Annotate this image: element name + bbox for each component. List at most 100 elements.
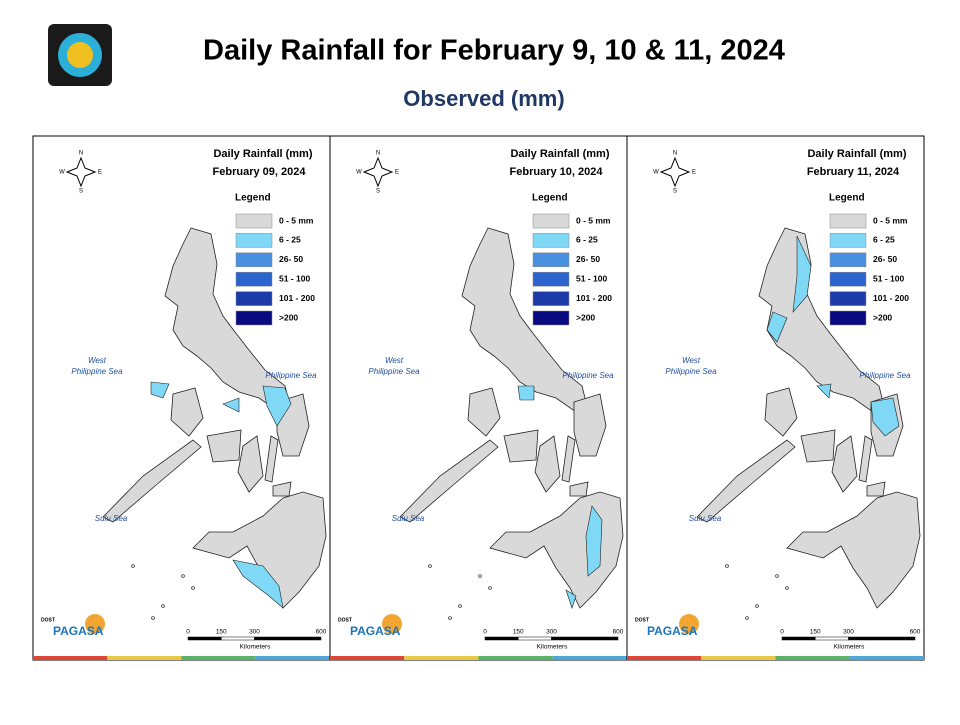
compass-label: N bbox=[79, 151, 83, 157]
landmass bbox=[800, 429, 836, 463]
legend-label: 0 - 5 mm bbox=[279, 215, 314, 225]
legend-swatch bbox=[235, 310, 273, 326]
logo-center bbox=[67, 42, 93, 68]
sea-label: Philippine Sea bbox=[562, 371, 614, 380]
landmass bbox=[534, 435, 561, 493]
color-stripe bbox=[107, 656, 182, 660]
legend-swatch bbox=[235, 213, 273, 229]
rain-area bbox=[792, 235, 812, 313]
compass-label: E bbox=[692, 170, 696, 176]
compass-label: N bbox=[376, 151, 380, 157]
logo-dost: DOST bbox=[41, 617, 55, 623]
panel-date: February 10, 2024 bbox=[510, 166, 604, 178]
scale-label: 150 bbox=[810, 629, 821, 636]
sea-label: Philippine Sea bbox=[859, 371, 911, 380]
landmass bbox=[206, 429, 242, 463]
compass-label: W bbox=[356, 170, 362, 176]
scale-segment bbox=[781, 636, 816, 641]
compass: N W E S bbox=[653, 151, 696, 195]
landmass bbox=[764, 387, 798, 437]
landmass bbox=[831, 435, 858, 493]
compass-label: W bbox=[653, 170, 659, 176]
landmass bbox=[503, 429, 539, 463]
logo-dost: DOST bbox=[338, 617, 352, 623]
scale-label: 150 bbox=[513, 629, 524, 636]
legend-label: 101 - 200 bbox=[279, 293, 315, 303]
logo-dost: DOST bbox=[635, 617, 649, 623]
logo-pagasa: PAGASA bbox=[647, 624, 698, 638]
rain-area bbox=[517, 385, 535, 401]
islet bbox=[478, 574, 482, 578]
legend-label: 0 - 5 mm bbox=[576, 215, 611, 225]
islet bbox=[745, 616, 749, 620]
sea-label: West bbox=[682, 356, 701, 365]
compass-label: S bbox=[79, 189, 83, 195]
scale-segment bbox=[551, 636, 619, 641]
scale-label: 0 bbox=[780, 629, 784, 636]
sea-label: Sulu Sea bbox=[689, 514, 722, 523]
landmass bbox=[561, 435, 576, 483]
scale-segment bbox=[848, 636, 916, 641]
legend-swatch bbox=[829, 252, 867, 268]
compass-label: E bbox=[98, 170, 102, 176]
legend-label: 26- 50 bbox=[873, 254, 897, 264]
scale-segment bbox=[518, 636, 552, 641]
rain-area bbox=[262, 385, 292, 427]
color-stripe bbox=[330, 656, 405, 660]
color-stripe bbox=[33, 656, 108, 660]
map-panel: N W E S Daily Rainfall (mm) February 11, 2024… bbox=[626, 135, 925, 661]
scale-label: 600 bbox=[910, 629, 921, 636]
logo-umbrella bbox=[679, 614, 699, 634]
landmass bbox=[237, 435, 264, 493]
scale-segment bbox=[484, 636, 519, 641]
legend-label: >200 bbox=[873, 312, 892, 322]
legend-swatch bbox=[235, 271, 273, 287]
scale-label: 300 bbox=[249, 629, 260, 636]
scale-label: 600 bbox=[613, 629, 624, 636]
landmass bbox=[192, 491, 327, 609]
legend-label: 51 - 100 bbox=[279, 273, 310, 283]
islet bbox=[488, 586, 492, 590]
sea-label: Philippine Sea bbox=[71, 367, 123, 376]
legend-label: 101 - 200 bbox=[576, 293, 612, 303]
compass-label: E bbox=[395, 170, 399, 176]
legend-label: 0 - 5 mm bbox=[873, 215, 908, 225]
legend-label: 6 - 25 bbox=[576, 235, 598, 245]
legend-swatch bbox=[235, 252, 273, 268]
logo-pagasa: PAGASA bbox=[350, 624, 401, 638]
legend-label: 26- 50 bbox=[279, 254, 303, 264]
legend-swatch bbox=[235, 291, 273, 306]
compass-label: W bbox=[59, 170, 65, 176]
sea-label: West bbox=[88, 356, 107, 365]
compass-rose bbox=[659, 156, 691, 188]
logo-umbrella bbox=[382, 614, 402, 634]
landmass bbox=[461, 227, 587, 413]
legend-swatch bbox=[532, 291, 570, 306]
islet bbox=[775, 574, 779, 578]
sea-label: West bbox=[385, 356, 404, 365]
islet bbox=[191, 586, 195, 590]
logo-pagasa: PAGASA bbox=[53, 624, 104, 638]
color-stripe bbox=[478, 656, 553, 660]
panel-title: Daily Rainfall (mm) bbox=[807, 148, 906, 160]
compass-rose bbox=[65, 156, 97, 188]
legend-label: 6 - 25 bbox=[873, 235, 895, 245]
rain-area bbox=[150, 381, 170, 399]
landmass bbox=[467, 387, 501, 437]
legend-swatch bbox=[532, 310, 570, 326]
compass: N W E S bbox=[356, 151, 399, 195]
color-stripe bbox=[552, 656, 627, 660]
legend-label: >200 bbox=[576, 312, 595, 322]
islet bbox=[785, 586, 789, 590]
islet bbox=[458, 604, 462, 608]
legend-swatch bbox=[829, 271, 867, 287]
rain-area bbox=[222, 397, 240, 413]
color-stripe bbox=[181, 656, 256, 660]
landmass bbox=[786, 491, 921, 609]
legend-label: 26- 50 bbox=[576, 254, 600, 264]
legend-swatch bbox=[532, 271, 570, 287]
landmass bbox=[170, 387, 204, 437]
landmass bbox=[164, 227, 290, 413]
landmass bbox=[399, 439, 499, 523]
